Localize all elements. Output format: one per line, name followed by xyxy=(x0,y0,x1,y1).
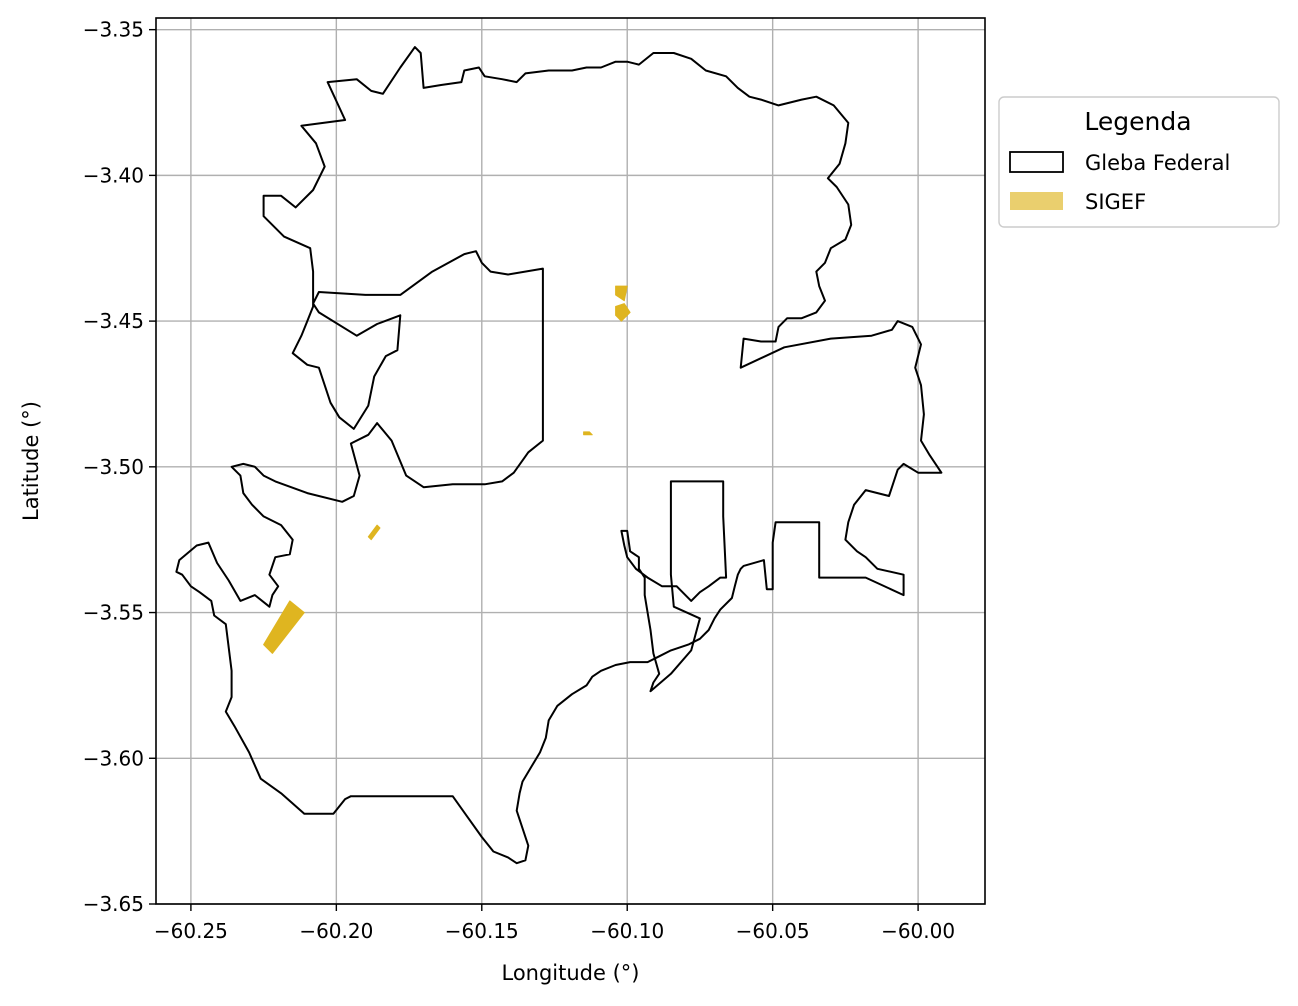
sigef-polygon xyxy=(615,303,631,322)
grid xyxy=(156,18,985,905)
x-tick-label: −60.25 xyxy=(154,919,228,943)
legend-swatch-sigef xyxy=(1010,192,1063,210)
y-tick-label: −3.50 xyxy=(83,455,144,479)
x-tick-label: −60.05 xyxy=(736,919,810,943)
gleba-federal-polygon xyxy=(620,480,728,693)
legend-label-gleba-federal: Gleba Federal xyxy=(1085,151,1230,175)
gleba-federal-polygon xyxy=(175,46,943,865)
y-tick-label: −3.40 xyxy=(83,163,144,187)
x-tick-label: −60.00 xyxy=(881,919,955,943)
legend-title: Legenda xyxy=(1084,107,1191,136)
sigef-polygon xyxy=(615,285,628,302)
sigef-polygon xyxy=(263,600,305,654)
y-axis-title: Latitude (°) xyxy=(19,401,43,521)
legend-swatch-gleba-federal xyxy=(1009,151,1064,173)
sigef-polygon xyxy=(583,431,593,436)
x-tick-label: −60.10 xyxy=(590,919,664,943)
plot-frame xyxy=(155,17,986,905)
x-axis: −60.25 −60.20 −60.15 −60.10 −60.05 −60.00 xyxy=(154,904,955,943)
y-tick-label: −3.55 xyxy=(83,601,144,625)
legend-label-sigef: SIGEF xyxy=(1085,190,1146,214)
y-tick-label: −3.65 xyxy=(83,892,144,916)
x-axis-title: Longitude (°) xyxy=(501,961,639,985)
y-axis: −3.35 −3.40 −3.45 −3.50 −3.55 −3.60 −3.65 xyxy=(83,18,156,916)
legend: Legenda Gleba Federal SIGEF xyxy=(998,96,1280,228)
sigef-polygon xyxy=(367,524,381,541)
legend-box xyxy=(998,96,1280,228)
x-tick-label: −60.15 xyxy=(445,919,519,943)
y-tick-label: −3.35 xyxy=(83,18,144,42)
x-tick-label: −60.20 xyxy=(299,919,373,943)
y-tick-label: −3.45 xyxy=(83,309,144,333)
map-layers xyxy=(175,46,943,865)
y-tick-label: −3.60 xyxy=(83,746,144,770)
